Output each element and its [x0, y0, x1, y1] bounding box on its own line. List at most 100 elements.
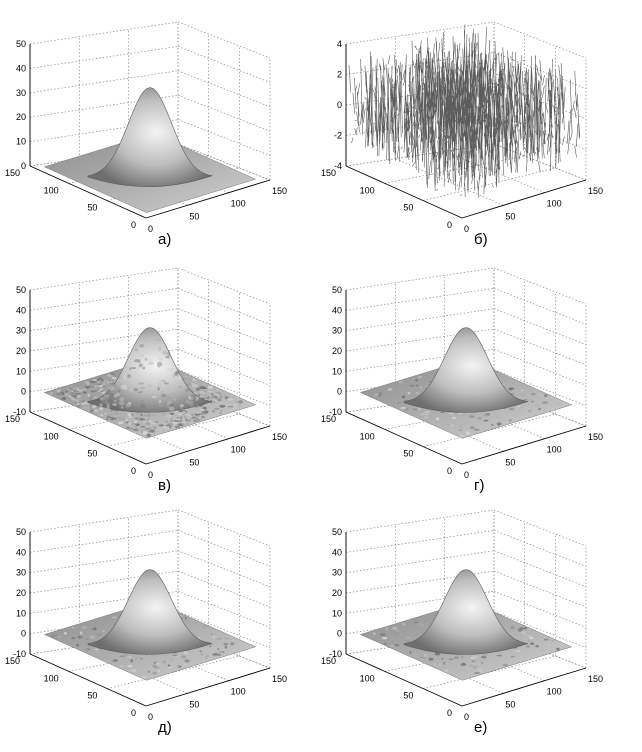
- x-tick-label: 0: [148, 470, 153, 480]
- surface-peak: [87, 569, 213, 655]
- surface-peak: [403, 327, 529, 413]
- y-tick-label: 0: [447, 466, 452, 476]
- x-tick-label: 150: [272, 186, 287, 196]
- y-tick-label: 150: [5, 168, 20, 178]
- z-tick-label: 10: [332, 608, 342, 618]
- y-tick-labels: 0 50 100 150: [5, 168, 136, 230]
- z-tick-labels: -10 0 10 20 30 40 50: [13, 527, 26, 659]
- y-tick-label: 50: [403, 691, 413, 701]
- surface-peak: [403, 569, 529, 655]
- x-tick-label: 100: [231, 445, 246, 455]
- x-tick-label: 50: [189, 211, 199, 221]
- x-tick-label: 0: [464, 224, 469, 234]
- x-axis: [145, 179, 271, 219]
- noise-surface: [348, 24, 581, 198]
- y-axis: [29, 165, 147, 219]
- surface-chart-3: -10 0 10 20 30 40 50 0 50 100 150 0 50 100 150 в): [5, 267, 287, 494]
- x-tick-label: 100: [231, 687, 246, 697]
- panel-caption: е): [474, 719, 487, 736]
- y-tick-label: 50: [87, 691, 97, 701]
- peak-texture: [99, 338, 200, 411]
- z-tick-label: 0: [21, 387, 26, 397]
- y-axis: [345, 411, 463, 465]
- x-axis: [461, 179, 587, 219]
- y-tick-label: 50: [403, 449, 413, 459]
- z-tick-labels: 0 10 20 30 40 50: [16, 39, 26, 171]
- x-tick-labels: 0 50 100 150: [148, 186, 287, 234]
- y-tick-label: 100: [44, 431, 59, 441]
- x-tick-labels: 0 50 100 150: [148, 432, 287, 480]
- grid-lines: [345, 509, 587, 694]
- x-tick-label: 150: [588, 432, 603, 442]
- z-tick-label: 40: [332, 547, 342, 557]
- y-axis: [29, 653, 147, 707]
- z-tick-labels: -10 0 10 20 30 40 50: [329, 527, 342, 659]
- panel-caption: в): [158, 477, 171, 494]
- x-tick-label: 50: [505, 211, 515, 221]
- z-tick-labels: -10 0 10 20 30 40 50: [13, 285, 26, 417]
- z-tick-label: 10: [332, 366, 342, 376]
- z-tick-label: 40: [332, 305, 342, 315]
- x-tick-label: 50: [189, 699, 199, 709]
- z-tick-label: 50: [332, 285, 342, 295]
- x-tick-label: 100: [231, 199, 246, 209]
- z-tick-label: 30: [16, 568, 26, 578]
- x-tick-label: 0: [464, 712, 469, 722]
- y-tick-label: 150: [5, 656, 20, 666]
- z-tick-label: 30: [332, 326, 342, 336]
- y-tick-label: 150: [321, 656, 336, 666]
- z-tick-label: 0: [337, 100, 342, 110]
- z-tick-label: 40: [16, 63, 26, 73]
- z-tick-label: 0: [337, 387, 342, 397]
- x-tick-labels: 0 50 100 150: [148, 674, 287, 722]
- z-tick-label: 10: [16, 137, 26, 147]
- z-tick-label: 2: [337, 70, 342, 80]
- x-tick-labels: 0 50 100 150: [464, 674, 603, 722]
- x-tick-label: 100: [547, 687, 562, 697]
- x-tick-label: 50: [189, 457, 199, 467]
- surface: [43, 327, 257, 439]
- x-tick-label: 150: [588, 186, 603, 196]
- y-tick-label: 0: [131, 466, 136, 476]
- y-tick-labels: 0 50 100 150: [321, 656, 452, 718]
- y-tick-label: 100: [360, 673, 375, 683]
- z-tick-label: 50: [16, 39, 26, 49]
- x-axis: [145, 667, 271, 707]
- y-axis: [345, 165, 463, 219]
- surface: [43, 569, 257, 681]
- z-tick-label: 50: [16, 285, 26, 295]
- y-tick-label: 150: [321, 414, 336, 424]
- y-tick-label: 0: [131, 708, 136, 718]
- z-tick-labels: -10 0 10 20 30 40 50: [329, 285, 342, 417]
- z-tick-label: 4: [337, 39, 342, 49]
- y-tick-label: 0: [447, 708, 452, 718]
- z-tick-label: 30: [332, 568, 342, 578]
- y-tick-label: 100: [360, 185, 375, 195]
- panel-caption: г): [474, 477, 484, 494]
- y-tick-label: 150: [321, 168, 336, 178]
- x-tick-label: 0: [148, 712, 153, 722]
- y-tick-label: 100: [360, 431, 375, 441]
- surface: [359, 327, 573, 439]
- y-tick-label: 50: [87, 449, 97, 459]
- z-tick-label: 30: [16, 326, 26, 336]
- z-tick-label: 10: [16, 366, 26, 376]
- surface-chart-5: -10 0 10 20 30 40 50 0 50 100 150 0 50 100 150 д): [5, 509, 287, 736]
- y-tick-labels: 0 50 100 150: [321, 168, 452, 230]
- z-tick-label: 0: [337, 629, 342, 639]
- y-tick-label: 0: [131, 220, 136, 230]
- z-tick-label: -2: [334, 131, 342, 141]
- z-tick-label: 20: [16, 588, 26, 598]
- x-tick-labels: 0 50 100 150: [464, 432, 603, 480]
- y-tick-label: 100: [44, 185, 59, 195]
- z-tick-label: 0: [21, 161, 26, 171]
- z-tick-label: 20: [332, 346, 342, 356]
- z-tick-label: 20: [16, 346, 26, 356]
- z-tick-label: 40: [16, 547, 26, 557]
- y-tick-labels: 0 50 100 150: [5, 656, 136, 718]
- y-axis: [345, 653, 463, 707]
- x-axis: [145, 425, 271, 465]
- z-tick-label: 50: [16, 527, 26, 537]
- panel-caption: а): [158, 231, 171, 248]
- x-tick-label: 150: [272, 674, 287, 684]
